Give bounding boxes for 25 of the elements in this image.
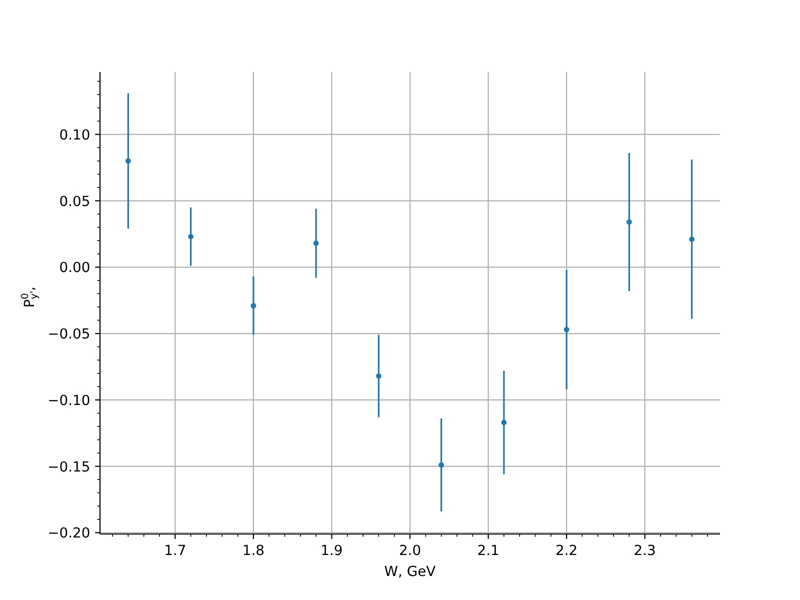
- y-tick-label: 0.10: [59, 127, 90, 144]
- point: [564, 326, 570, 332]
- point: [626, 219, 632, 225]
- y-tick-label: −0.10: [48, 392, 90, 409]
- y-tick-label: 0.00: [59, 260, 90, 276]
- point: [250, 302, 256, 308]
- x-tick-label: 1.9: [320, 542, 343, 559]
- x-tick-label: 2.1: [477, 542, 500, 559]
- point: [438, 462, 444, 468]
- point: [125, 158, 131, 164]
- x-tick-label: 2.2: [556, 542, 578, 559]
- y-tick-label: 0.05: [59, 194, 90, 210]
- point: [501, 420, 507, 426]
- x-tick-label: 1.8: [242, 542, 264, 559]
- x-tick-label: 2.0: [398, 542, 422, 559]
- x-tick-label: 1.7: [164, 542, 186, 559]
- x-axis-title: W, GeV: [384, 564, 436, 580]
- point: [689, 236, 695, 242]
- x-tick-label: 2.3: [634, 542, 656, 559]
- y-tick-label: −0.20: [48, 526, 90, 542]
- y-tick-label: −0.15: [48, 459, 90, 476]
- point: [376, 373, 382, 379]
- y-tick-label: −0.05: [48, 326, 90, 343]
- point: [188, 234, 194, 240]
- point: [313, 240, 319, 246]
